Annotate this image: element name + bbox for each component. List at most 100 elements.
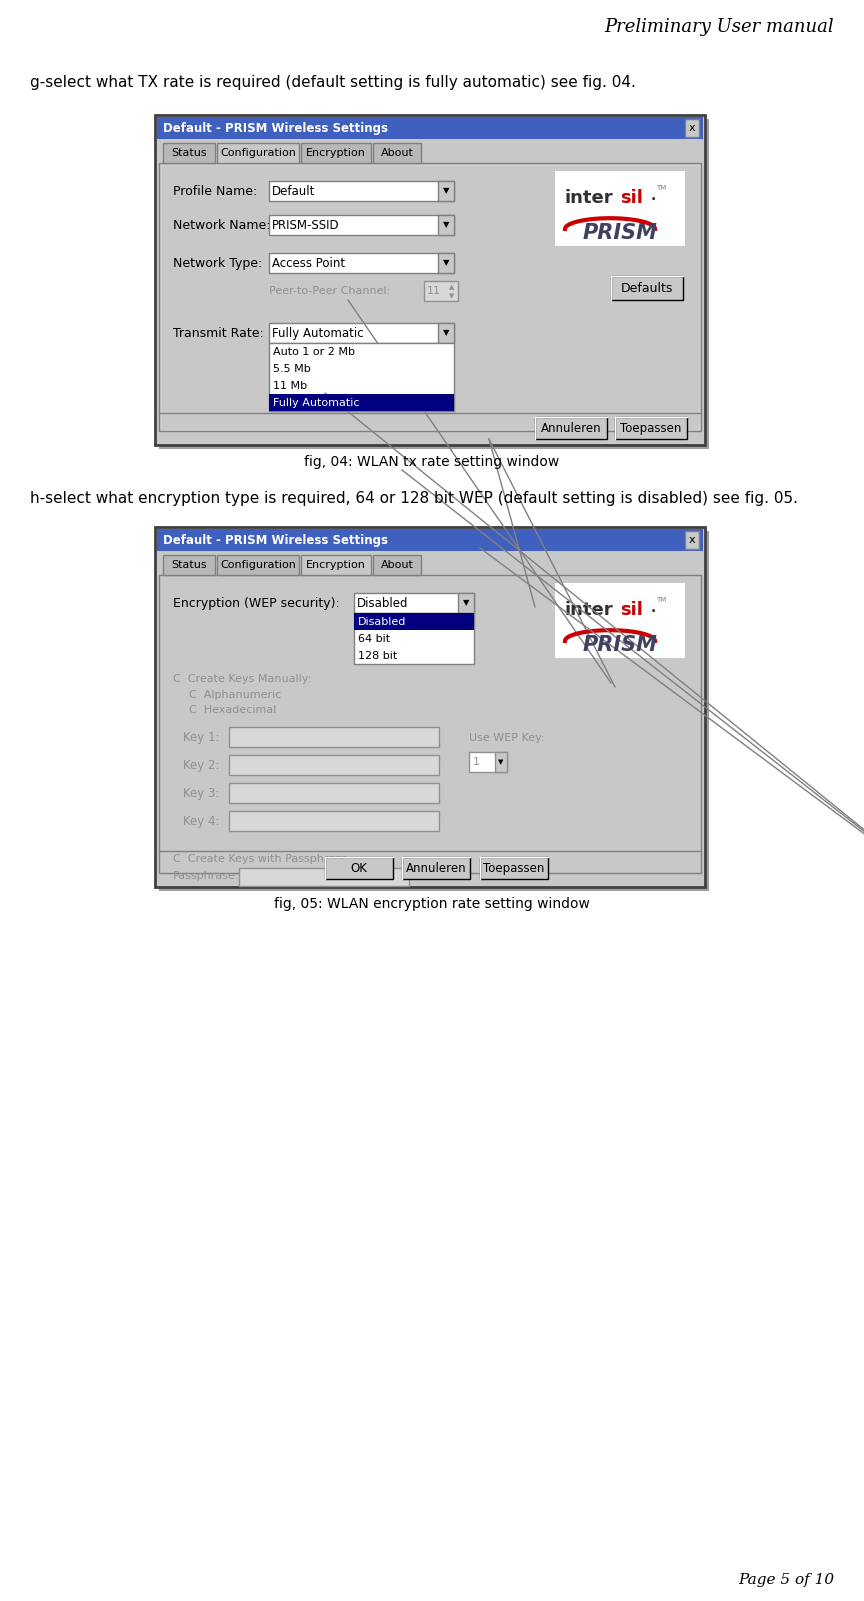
Bar: [373, 142, 421, 163]
Bar: [402, 857, 470, 879]
Bar: [301, 556, 371, 575]
Text: h-select what encryption type is required, 64 or 128 bit WEP (default setting is: h-select what encryption type is require…: [30, 492, 798, 506]
Text: PRISM-SSID: PRISM-SSID: [272, 218, 340, 232]
Bar: [495, 752, 507, 772]
Bar: [159, 532, 709, 892]
Text: TM: TM: [656, 186, 666, 191]
Text: Toepassen: Toepassen: [483, 861, 544, 874]
Bar: [269, 253, 454, 274]
Text: Annuleren: Annuleren: [541, 421, 601, 434]
Bar: [159, 118, 709, 448]
Text: sil: sil: [620, 189, 643, 207]
Bar: [269, 215, 454, 235]
Text: About: About: [380, 147, 414, 158]
Text: g-select what TX rate is required (default setting is fully automatic) see fig. : g-select what TX rate is required (defau…: [30, 75, 636, 90]
Text: 64 bit: 64 bit: [358, 634, 391, 644]
Text: ▼: ▼: [442, 328, 449, 338]
Text: Key 3:: Key 3:: [183, 786, 219, 799]
Text: ▼: ▼: [442, 258, 449, 267]
Bar: [354, 613, 474, 664]
Bar: [163, 556, 215, 575]
Bar: [480, 857, 548, 879]
Text: Encryption: Encryption: [306, 560, 366, 570]
Text: Configuration: Configuration: [220, 560, 296, 570]
Text: Default - PRISM Wireless Settings: Default - PRISM Wireless Settings: [163, 533, 388, 546]
Text: Fully Automatic: Fully Automatic: [272, 327, 364, 339]
Bar: [229, 727, 439, 748]
Bar: [373, 556, 421, 575]
Text: C  Create Keys Manually:: C Create Keys Manually:: [173, 674, 311, 684]
Text: Default - PRISM Wireless Settings: Default - PRISM Wireless Settings: [163, 122, 388, 134]
Text: PRISM: PRISM: [582, 636, 658, 655]
Text: fig, 05: WLAN encryption rate setting window: fig, 05: WLAN encryption rate setting wi…: [274, 897, 590, 911]
Text: Toepassen: Toepassen: [620, 421, 682, 434]
Bar: [269, 394, 454, 411]
Bar: [269, 323, 454, 343]
Bar: [438, 253, 454, 274]
Text: Page 5 of 10: Page 5 of 10: [738, 1574, 834, 1587]
Text: Fully Automatic: Fully Automatic: [273, 397, 359, 408]
Bar: [269, 181, 454, 202]
Text: Default: Default: [272, 184, 315, 197]
Bar: [424, 282, 458, 301]
Bar: [217, 142, 299, 163]
Text: Use WEP Key:: Use WEP Key:: [469, 733, 544, 743]
Text: ▼: ▼: [442, 221, 449, 229]
Bar: [438, 323, 454, 343]
Bar: [354, 592, 474, 613]
Text: .: .: [651, 600, 657, 615]
Bar: [458, 592, 474, 613]
Text: Annuleren: Annuleren: [406, 861, 467, 874]
Text: Encryption (WEP security):: Encryption (WEP security):: [173, 597, 340, 610]
Bar: [217, 556, 299, 575]
Bar: [615, 416, 687, 439]
Bar: [163, 142, 215, 163]
Text: Key 2:: Key 2:: [183, 759, 219, 772]
Bar: [535, 416, 607, 439]
Bar: [269, 343, 454, 411]
Text: Peer-to-Peer Channel:: Peer-to-Peer Channel:: [269, 287, 391, 296]
Text: Auto 1 or 2 Mb: Auto 1 or 2 Mb: [273, 346, 355, 357]
Bar: [611, 275, 683, 299]
Text: 5.5 Mb: 5.5 Mb: [273, 363, 311, 373]
Bar: [161, 165, 699, 429]
Bar: [325, 857, 393, 879]
Text: ▼: ▼: [442, 186, 449, 195]
Bar: [685, 532, 699, 549]
Text: ▼: ▼: [449, 293, 454, 299]
Text: Status: Status: [171, 560, 206, 570]
Text: ▲: ▲: [449, 283, 454, 290]
Text: Key 4:: Key 4:: [183, 815, 219, 828]
Text: Configuration: Configuration: [220, 147, 296, 158]
Bar: [157, 528, 703, 551]
Text: Access Point: Access Point: [272, 256, 345, 269]
Text: Status: Status: [171, 147, 206, 158]
Text: fig, 04: WLAN tx rate setting window: fig, 04: WLAN tx rate setting window: [304, 455, 560, 469]
Text: C  Hexadecimal: C Hexadecimal: [189, 704, 276, 716]
Bar: [159, 163, 701, 431]
Text: TM: TM: [656, 597, 666, 604]
Bar: [239, 868, 409, 885]
Bar: [301, 142, 371, 163]
Bar: [155, 527, 705, 887]
Text: sil: sil: [620, 600, 643, 620]
Text: inter: inter: [565, 600, 613, 620]
Bar: [157, 117, 703, 139]
Text: .: .: [651, 189, 657, 203]
Bar: [555, 171, 685, 247]
Text: inter: inter: [565, 189, 613, 207]
Bar: [469, 752, 507, 772]
Bar: [229, 783, 439, 804]
Bar: [155, 115, 705, 445]
Text: Defaults: Defaults: [621, 282, 673, 295]
Text: C  Create Keys with Passphrase: C Create Keys with Passphrase: [173, 853, 348, 865]
Text: OK: OK: [351, 861, 367, 874]
Text: 11: 11: [427, 287, 441, 296]
Bar: [438, 215, 454, 235]
Text: About: About: [380, 560, 414, 570]
Text: ▼: ▼: [463, 599, 469, 607]
Bar: [555, 583, 685, 658]
Text: Network Name:: Network Name:: [173, 218, 270, 232]
Text: 1: 1: [473, 757, 480, 767]
Text: Transmit Rate:: Transmit Rate:: [173, 327, 264, 339]
